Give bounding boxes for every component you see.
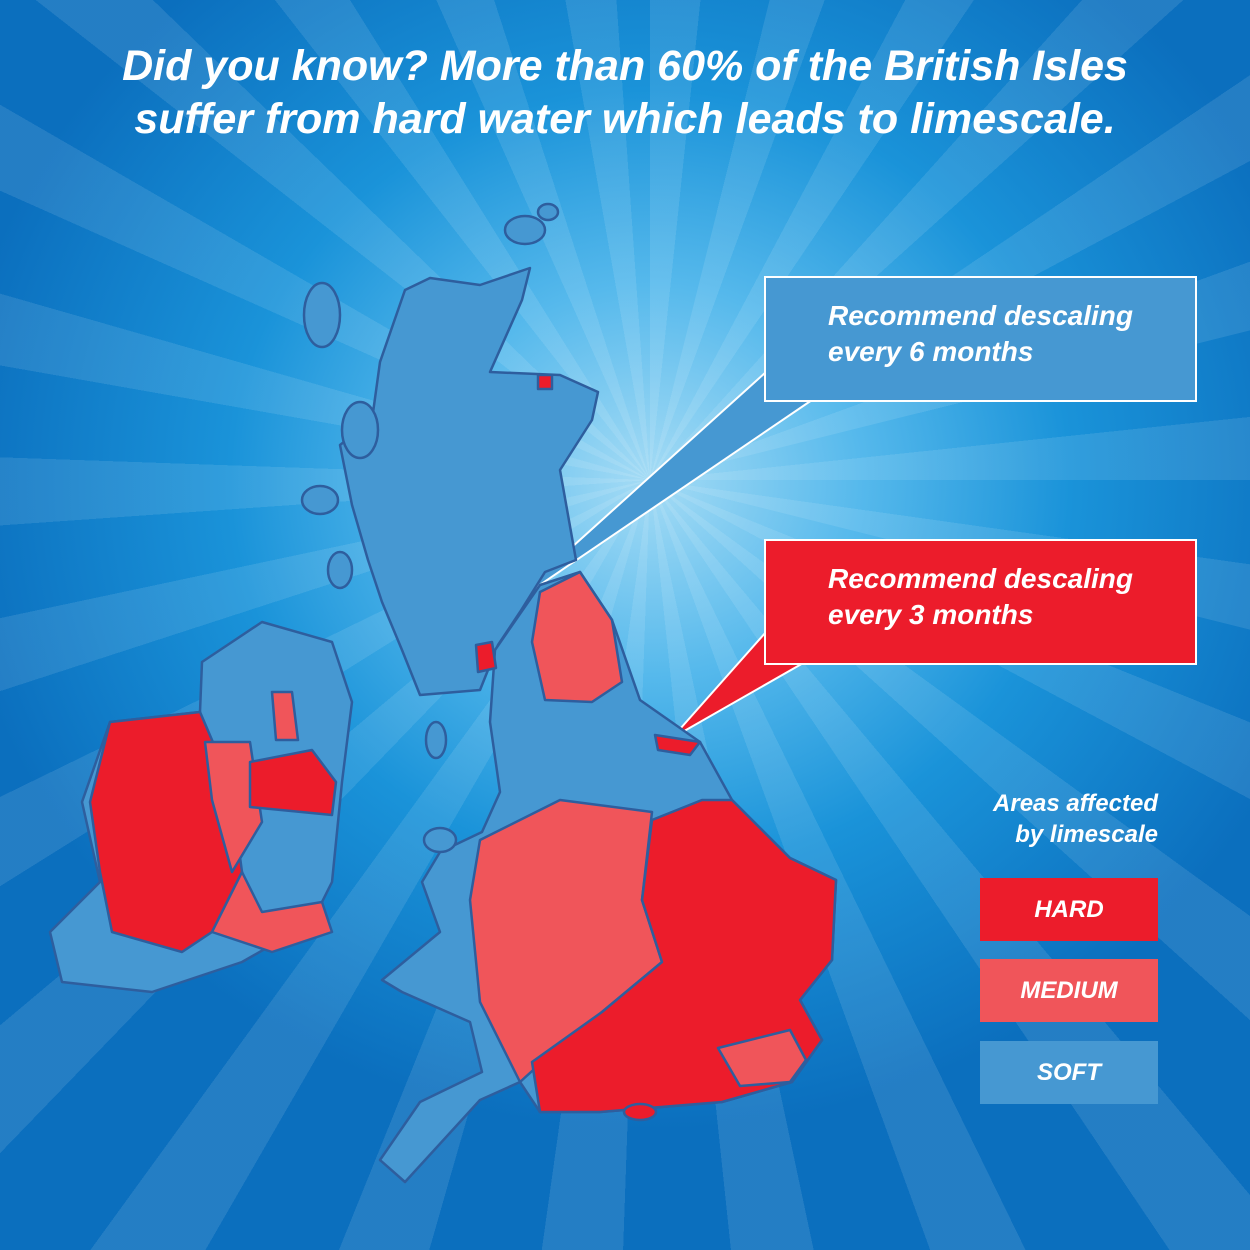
island-islay <box>326 550 354 590</box>
island-skye <box>340 400 380 460</box>
legend-title: Areas affected by limescale <box>940 788 1158 850</box>
legend-title-line2: by limescale <box>1015 821 1158 848</box>
region-ireland-northeast-hard <box>248 748 338 817</box>
headline-line2: suffer from hard water which leads to li… <box>134 95 1116 143</box>
region-ulster-medium <box>270 690 300 742</box>
island-shetland <box>536 202 560 222</box>
island-wight <box>622 1102 658 1122</box>
region-ireland-southeast-medium <box>210 870 334 954</box>
island-man <box>424 720 448 760</box>
region-northeast-medium <box>530 570 624 704</box>
island-orkney <box>503 214 547 246</box>
legend-item-soft: SOFT <box>980 1041 1158 1104</box>
region-scotland <box>338 266 600 697</box>
callout-soft-line2: every 6 months <box>828 336 1034 367</box>
headline: Did you know? More than 60% of the Briti… <box>0 40 1250 146</box>
callout-hard-line2: every 3 months <box>828 599 1034 630</box>
callout-soft: Recommend descaling every 6 months <box>764 276 1197 402</box>
legend-item-medium: MEDIUM <box>980 959 1158 1022</box>
callout-hard: Recommend descaling every 3 months <box>764 539 1197 665</box>
legend-title-line1: Areas affected <box>993 790 1158 817</box>
region-edinburgh-hard <box>474 640 498 674</box>
island-anglesey <box>422 826 458 854</box>
region-southeast-hard <box>530 798 838 1114</box>
region-aberdeen-hard <box>536 373 554 391</box>
island-mull <box>300 484 340 516</box>
region-kent-medium <box>716 1028 808 1088</box>
headline-line1: Did you know? More than 60% of the Briti… <box>122 42 1128 90</box>
region-ireland-central-medium <box>203 740 264 874</box>
region-humber-hard <box>653 733 702 757</box>
callout-hard-line1: Recommend descaling <box>828 563 1133 594</box>
legend-item-hard: HARD <box>980 878 1158 941</box>
island-lewis <box>302 281 342 349</box>
callout-soft-line1: Recommend descaling <box>828 300 1133 331</box>
